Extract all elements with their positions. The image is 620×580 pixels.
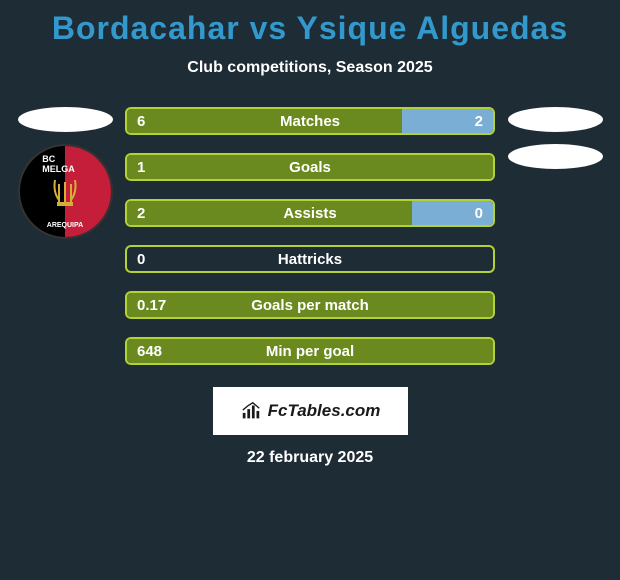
stat-row: Matches 6 2 xyxy=(125,107,495,135)
stat-label: Min per goal xyxy=(266,343,354,360)
left-value: 2 xyxy=(137,205,145,222)
left-bar-fill xyxy=(127,109,402,133)
stat-label: Hattricks xyxy=(278,251,342,268)
right-value: 2 xyxy=(475,113,483,130)
left-value: 648 xyxy=(137,343,162,360)
left-player-ellipse xyxy=(18,107,113,132)
brand-box: FcTables.com xyxy=(213,387,408,435)
comparison-title: Bordacahar vs Ysique Alguedas xyxy=(0,0,620,47)
subtitle: Club competitions, Season 2025 xyxy=(0,59,620,77)
left-bar-fill xyxy=(127,201,412,225)
left-club-badge: BC MELGA AREQUIPA xyxy=(18,144,113,239)
right-player-ellipse xyxy=(508,107,603,132)
brand-chart-icon xyxy=(240,400,262,422)
right-side xyxy=(505,107,605,383)
stat-label: Assists xyxy=(283,205,336,222)
stat-row: Min per goal 648 xyxy=(125,337,495,365)
stat-label: Matches xyxy=(280,113,340,130)
stat-row: Goals per match 0.17 xyxy=(125,291,495,319)
stat-bars: Matches 6 2 Goals 1 Assists 2 0 Hattricks 0 Goals … xyxy=(115,107,505,383)
badge-bottom-text: AREQUIPA xyxy=(47,222,83,229)
stat-row: Assists 2 0 xyxy=(125,199,495,227)
lyre-icon xyxy=(45,172,85,212)
left-side: BC MELGA AREQUIPA xyxy=(15,107,115,383)
stat-row: Hattricks 0 xyxy=(125,245,495,273)
brand-text: FcTables.com xyxy=(268,401,381,421)
left-value: 0 xyxy=(137,251,145,268)
right-club-ellipse xyxy=(508,144,603,169)
left-value: 6 xyxy=(137,113,145,130)
left-value: 1 xyxy=(137,159,145,176)
stat-label: Goals per match xyxy=(251,297,369,314)
content-area: BC MELGA AREQUIPA Matches 6 2 Goals 1 Assists… xyxy=(0,107,620,383)
right-value: 0 xyxy=(475,205,483,222)
stat-row: Goals 1 xyxy=(125,153,495,181)
date-text: 22 february 2025 xyxy=(0,449,620,467)
left-value: 0.17 xyxy=(137,297,166,314)
stat-label: Goals xyxy=(289,159,331,176)
